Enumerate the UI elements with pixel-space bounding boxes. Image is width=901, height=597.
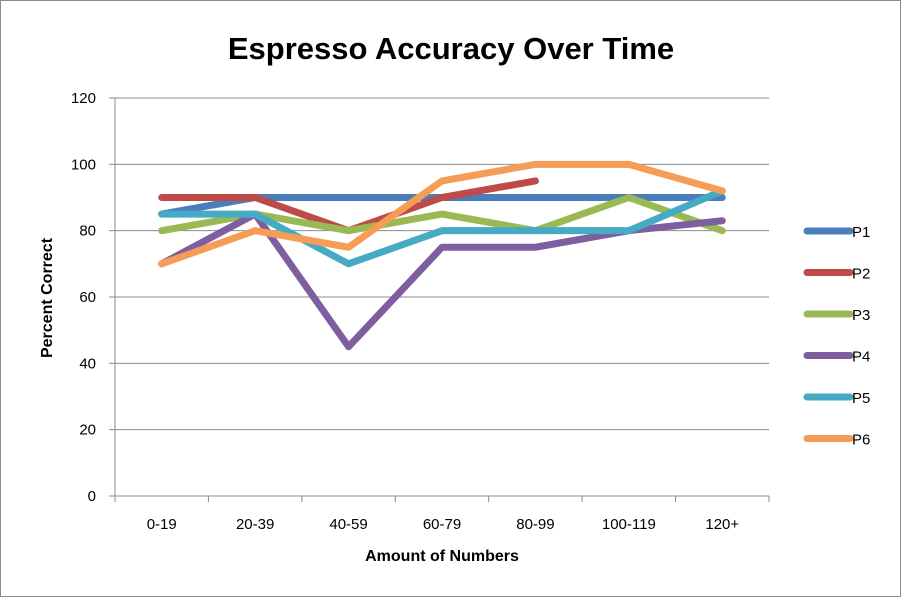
legend-label: P6: [852, 432, 870, 449]
legend: P1 P2 P3 P4 P5 P6: [803, 224, 870, 449]
x-axis-title: Amount of Numbers: [365, 548, 519, 565]
legend-label: P3: [852, 307, 870, 324]
x-tick-label: 120+: [705, 516, 739, 533]
y-tick-label: 20: [79, 422, 96, 439]
x-tick-label: 0-19: [147, 516, 177, 533]
x-tick-label: 100-119: [602, 516, 656, 533]
y-axis-title: Percent Correct: [39, 237, 56, 358]
x-tick-label: 60-79: [423, 516, 461, 533]
series-line-p5: [158, 187, 726, 268]
x-tick-label: 80-99: [516, 516, 554, 533]
legend-label: P2: [852, 266, 870, 283]
legend-label: P5: [852, 390, 870, 407]
x-tick-label: 40-59: [329, 516, 367, 533]
y-tick-label: 60: [79, 289, 96, 306]
x-axis-ticks: 0-19 20-39 40-59 60-79 80-99 100-119 120+: [114, 496, 770, 533]
x-tick-label: 20-39: [236, 516, 274, 533]
y-tick-label: 0: [88, 488, 96, 505]
legend-label: P1: [852, 224, 870, 241]
y-tick-label: 100: [71, 156, 96, 173]
y-tick-label: 40: [79, 355, 96, 372]
gridlines: [115, 97, 769, 431]
series-lines: [158, 160, 726, 351]
y-tick-label: 80: [79, 223, 96, 240]
y-tick-label: 120: [71, 90, 96, 107]
series-line-p6: [158, 160, 726, 268]
legend-label: P4: [852, 349, 870, 366]
chart-title: Espresso Accuracy Over Time: [228, 31, 674, 66]
y-axis-ticks: 0 20 40 60 80 100 120: [71, 90, 115, 505]
